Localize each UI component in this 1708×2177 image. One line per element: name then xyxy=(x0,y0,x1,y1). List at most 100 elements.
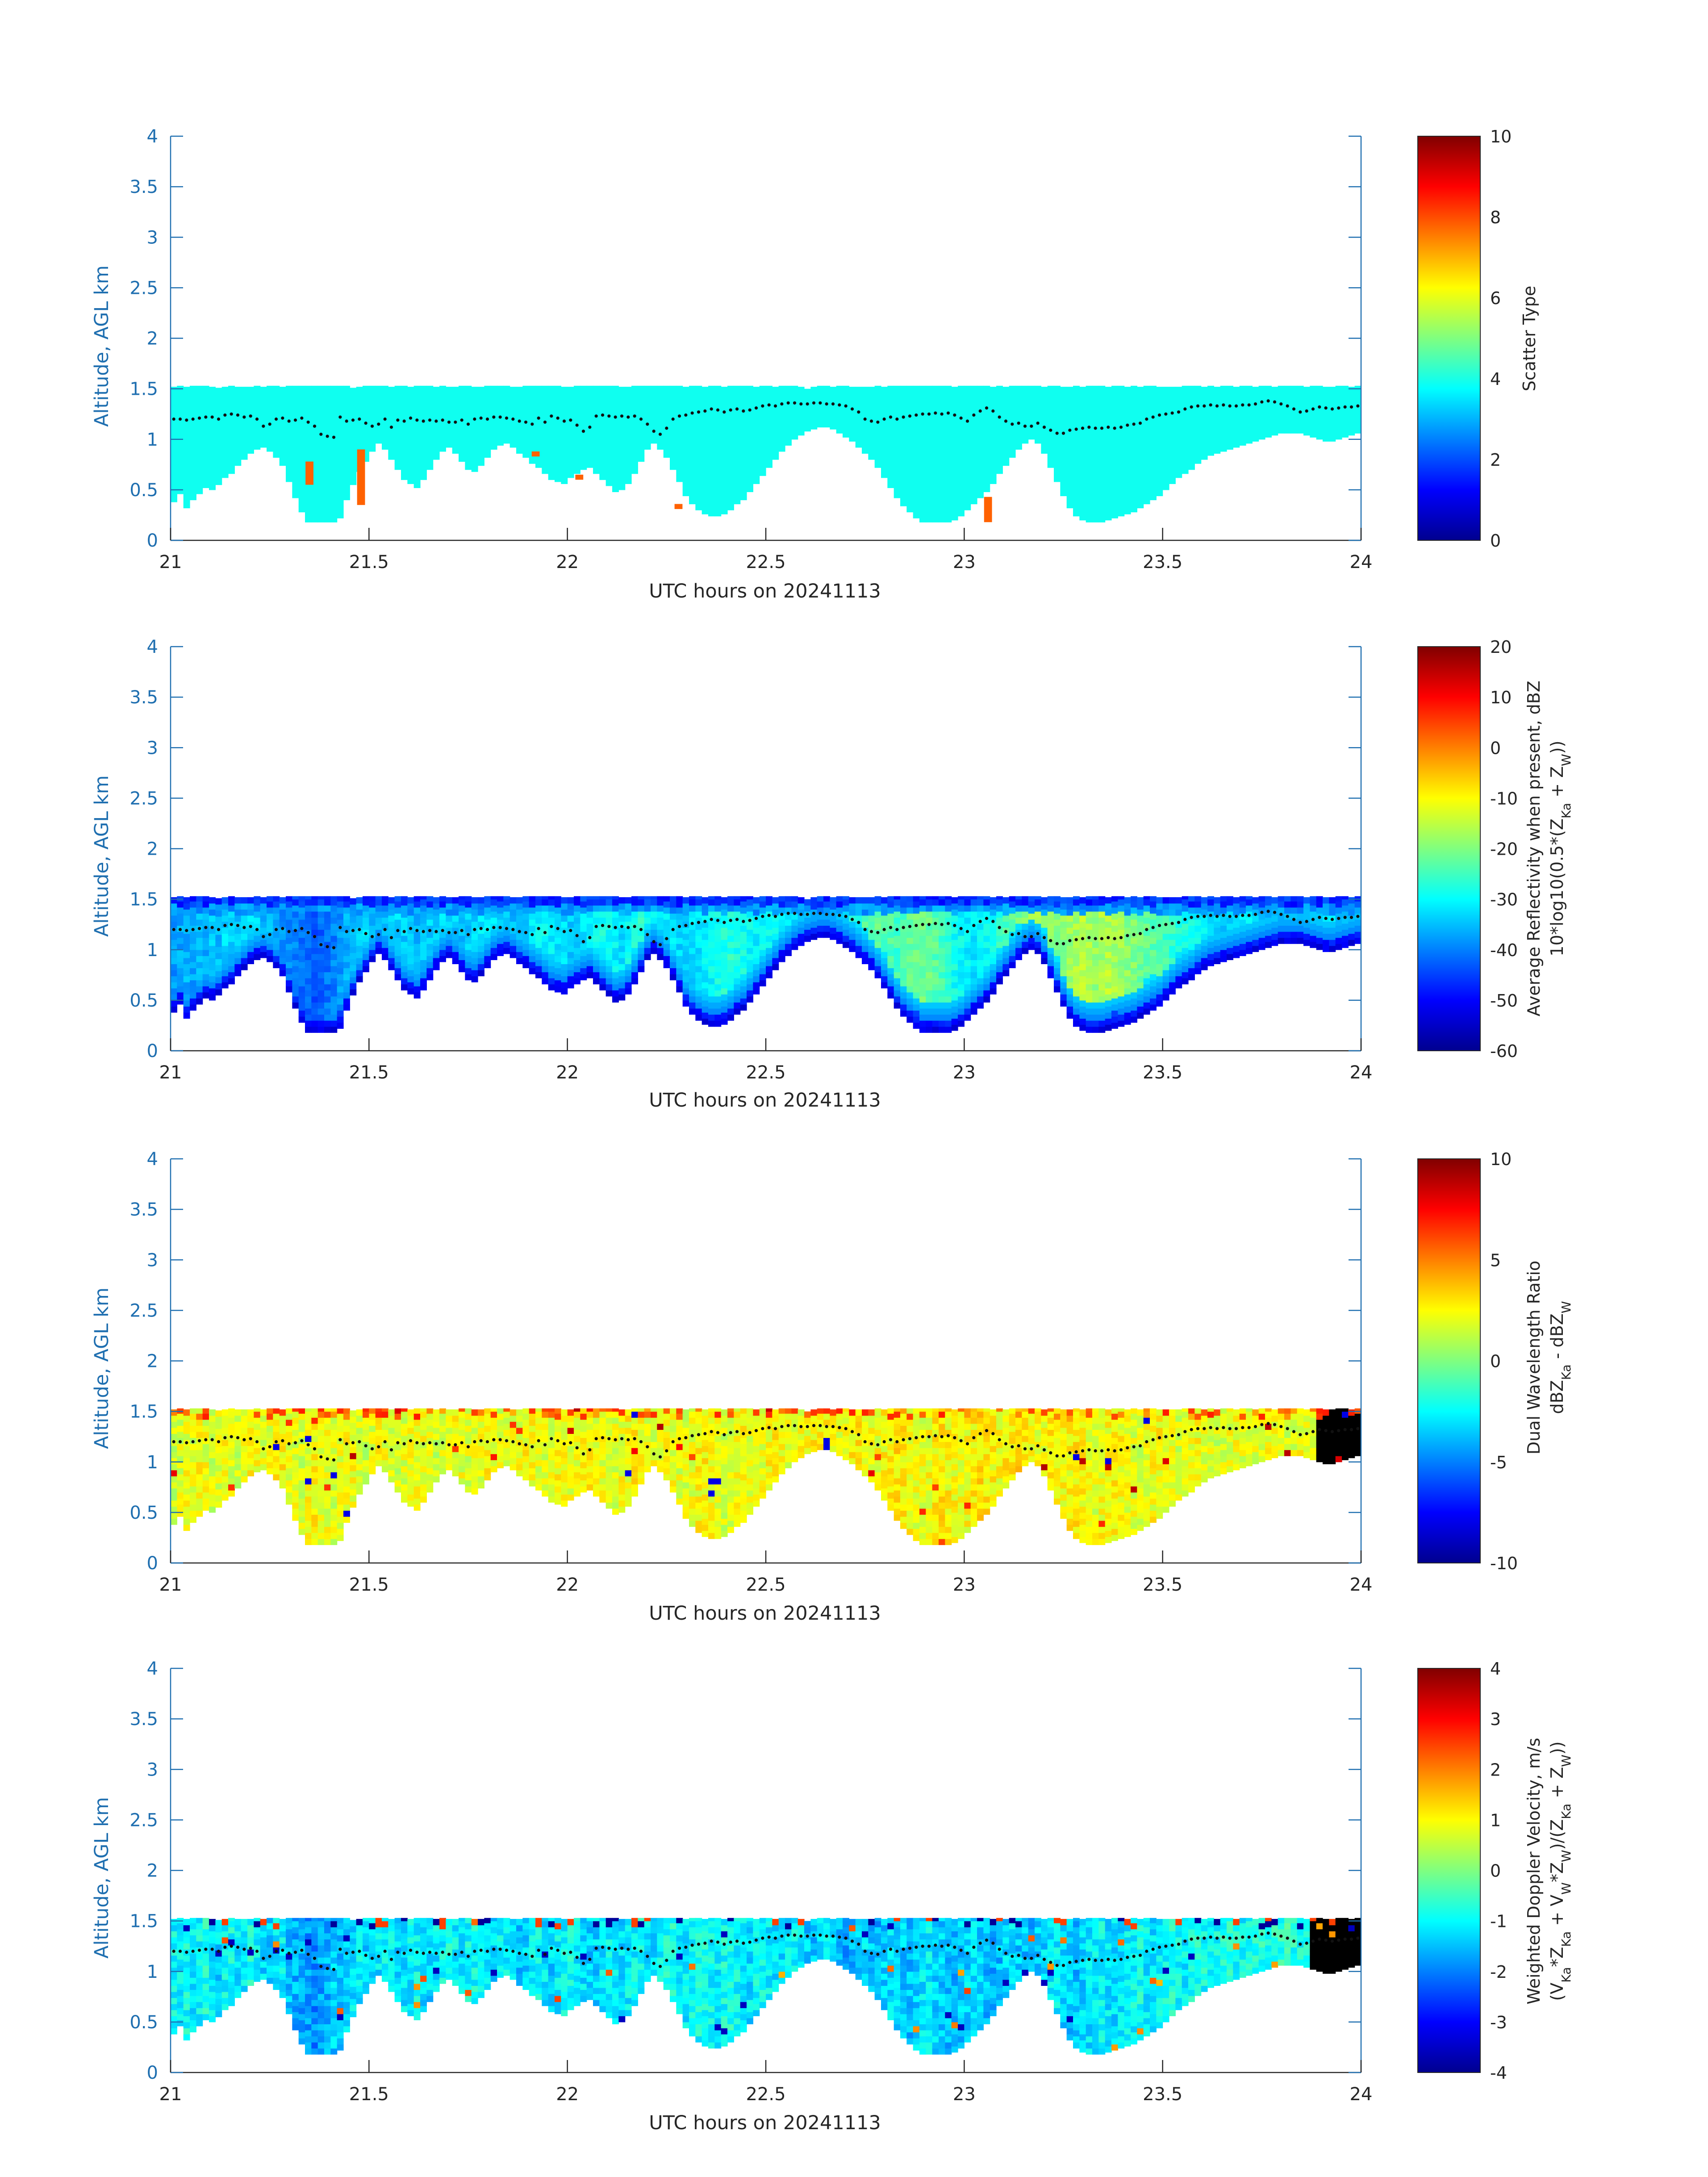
heatmap-cell xyxy=(1335,397,1342,403)
heatmap-cell xyxy=(727,413,734,420)
heatmap-cell xyxy=(305,911,312,918)
heatmap-cell xyxy=(868,435,875,442)
heatmap-cell xyxy=(1297,427,1304,434)
heatmap-cell xyxy=(1035,395,1041,401)
heatmap-cell xyxy=(612,972,619,978)
heatmap-cell xyxy=(663,451,670,458)
heatmap-cell xyxy=(881,940,888,946)
heatmap-cell xyxy=(279,453,286,460)
heatmap-cell xyxy=(689,485,696,493)
heatmap-cell xyxy=(990,393,997,399)
heatmap-cell xyxy=(625,435,632,442)
heatmap-cell xyxy=(958,419,965,426)
heatmap-cell xyxy=(708,401,715,407)
heatmap-cell xyxy=(791,937,798,944)
x-tick-label: 23 xyxy=(953,552,976,572)
heatmap-cell xyxy=(503,948,510,954)
heatmap-cell xyxy=(906,961,914,969)
heatmap-cell xyxy=(567,915,574,922)
heatmap-cell xyxy=(657,899,664,906)
heatmap-cell xyxy=(343,896,350,902)
heatmap-cell xyxy=(695,449,702,456)
heatmap-cell xyxy=(401,449,408,456)
heatmap-cell xyxy=(798,921,805,928)
heatmap-cell xyxy=(996,972,1003,978)
heatmap-cell xyxy=(292,473,299,480)
heatmap-cell xyxy=(836,391,843,397)
heatmap-cell xyxy=(452,921,459,928)
heatmap-cell xyxy=(689,497,696,505)
heatmap-cell xyxy=(702,921,709,928)
heatmap-cell xyxy=(202,949,209,956)
heatmap-cell xyxy=(426,427,434,434)
heatmap-cell xyxy=(183,387,190,393)
heatmap-cell xyxy=(190,1004,196,1011)
heatmap-cell xyxy=(695,911,702,918)
heatmap-cell xyxy=(874,936,881,942)
heatmap-cell xyxy=(555,403,561,409)
heatmap-cell xyxy=(894,437,901,444)
heatmap-cell xyxy=(1060,399,1067,405)
lcl-point xyxy=(921,412,924,416)
heatmap-cell xyxy=(221,909,229,916)
heatmap-cell xyxy=(561,964,568,970)
heatmap-cell xyxy=(183,465,190,472)
heatmap-cell xyxy=(1086,516,1093,522)
heatmap-cell xyxy=(369,937,376,944)
heatmap-cell xyxy=(593,389,600,395)
heatmap-cell xyxy=(945,965,952,973)
heatmap-cell xyxy=(855,903,862,910)
heatmap-cell xyxy=(1118,385,1125,389)
heatmap-cell xyxy=(958,1008,965,1015)
heatmap-cell xyxy=(945,917,952,924)
heatmap-cell xyxy=(267,445,273,452)
heatmap-cell xyxy=(292,443,299,450)
heatmap-cell xyxy=(702,489,709,497)
heatmap-cell xyxy=(247,945,254,952)
heatmap-cell xyxy=(618,387,626,393)
heatmap-cell xyxy=(817,403,824,409)
heatmap-cell xyxy=(388,435,395,442)
lcl-point xyxy=(915,413,918,417)
heatmap-cell xyxy=(618,447,626,454)
heatmap-cell xyxy=(772,897,779,904)
heatmap-cell xyxy=(939,972,945,978)
heatmap-cell xyxy=(939,978,945,985)
heatmap-cell xyxy=(791,415,798,422)
heatmap-cell xyxy=(970,395,977,401)
heatmap-cell xyxy=(1239,427,1246,434)
heatmap-cell xyxy=(740,391,747,397)
heatmap-cell xyxy=(228,905,235,912)
heatmap-cell xyxy=(599,407,606,414)
heatmap-cell xyxy=(343,481,350,488)
heatmap-cell xyxy=(1214,411,1221,418)
heatmap-cell xyxy=(702,994,709,1001)
heatmap-cell xyxy=(190,433,196,440)
heatmap-cell xyxy=(618,982,626,989)
heatmap-cell xyxy=(215,983,222,990)
heatmap-cell xyxy=(951,405,958,411)
heatmap-cell xyxy=(292,431,299,438)
heatmap-cell xyxy=(830,897,837,904)
heatmap-cell xyxy=(1156,453,1163,460)
heatmap-cell xyxy=(766,425,773,432)
heatmap-cell xyxy=(196,457,203,464)
heatmap-cell xyxy=(958,1014,965,1021)
heatmap-cell xyxy=(279,387,286,393)
heatmap-cell xyxy=(759,415,766,422)
heatmap-cell xyxy=(772,411,779,418)
heatmap-cell xyxy=(823,421,830,428)
heatmap-cell xyxy=(209,447,216,454)
heatmap-cell xyxy=(1227,419,1233,426)
heatmap-cell xyxy=(1035,401,1041,407)
heatmap-cell xyxy=(1035,385,1041,389)
heatmap-cell xyxy=(919,461,926,468)
heatmap-cell xyxy=(221,940,229,946)
heatmap-cell xyxy=(593,443,600,450)
heatmap-cell xyxy=(586,911,593,918)
heatmap-cell xyxy=(625,970,632,977)
heatmap-cell xyxy=(1105,484,1112,490)
heatmap-cell xyxy=(644,389,651,395)
heatmap-cell xyxy=(1220,421,1227,428)
heatmap-cell xyxy=(529,439,536,446)
